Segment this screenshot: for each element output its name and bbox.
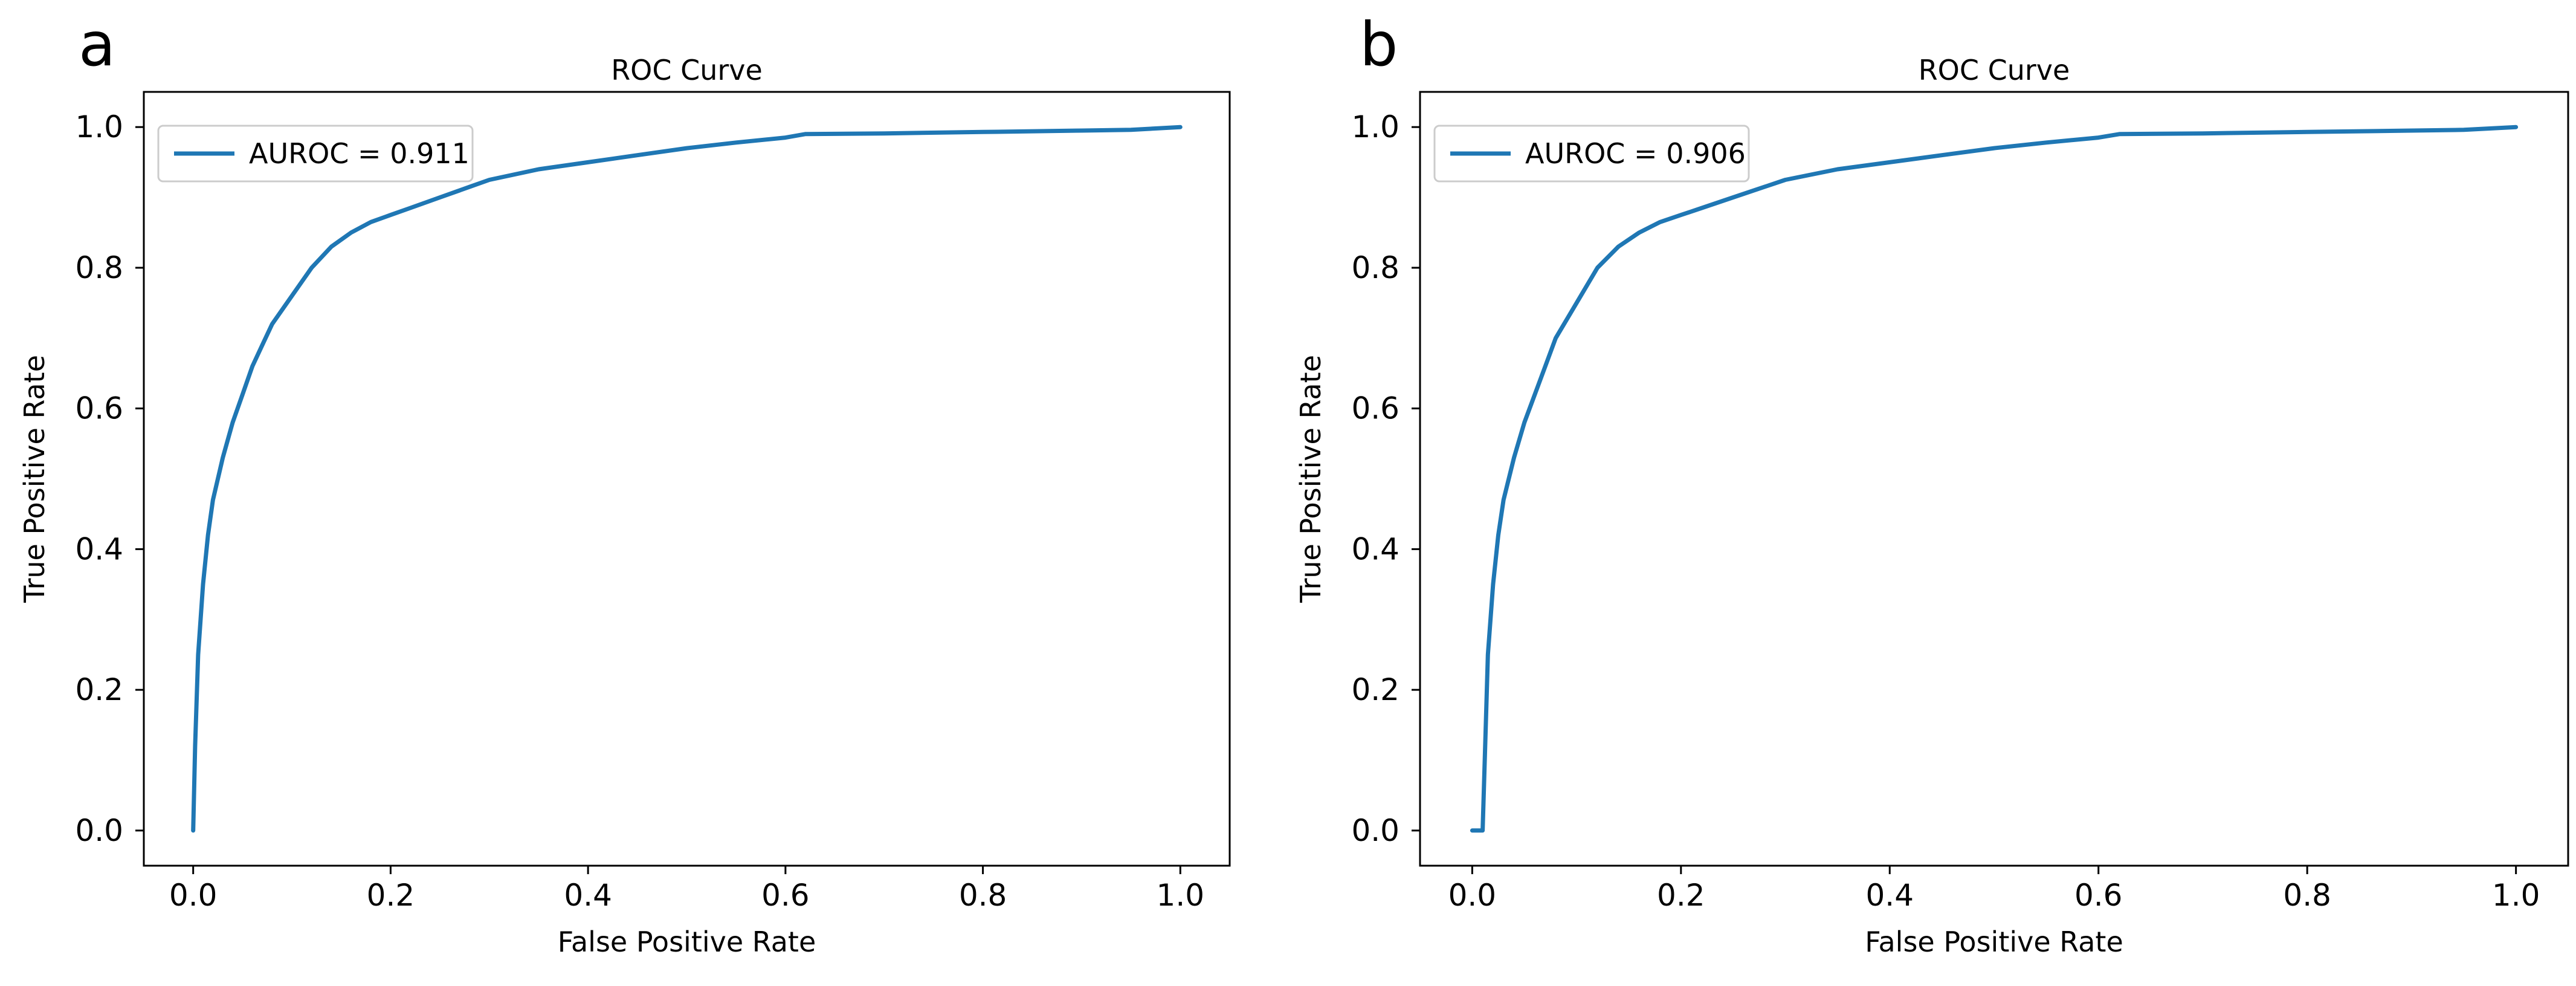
y-tick-label: 0.0: [1351, 813, 1399, 848]
x-axis-label: False Positive Rate: [558, 926, 816, 958]
x-axis-label: False Positive Rate: [1865, 926, 2123, 958]
y-axis-label: True Positive Rate: [1294, 355, 1327, 603]
panel-a: a ROC Curve 0.0 0.2 0.4 0.6 0.8 1.0 0.0 0.2 0.4 0.6…: [18, 9, 1231, 958]
x-tick-label: 1.0: [2492, 878, 2540, 913]
legend-label: AUROC = 0.906: [1525, 137, 1746, 170]
panel-b: b ROC Curve 0.0 0.2 0.4 0.6 0.8 1.0 0.0 0.2 0.4 0.6…: [1294, 9, 2569, 958]
y-tick-label: 0.2: [75, 672, 123, 707]
y-tick-label: 1.0: [75, 109, 123, 144]
x-tick-label: 0.2: [1657, 878, 1705, 913]
x-tick-label: 1.0: [1157, 878, 1205, 913]
roc-curve-line: [191, 125, 1183, 833]
y-tick-label: 1.0: [1351, 109, 1399, 144]
chart-title: ROC Curve: [611, 54, 763, 86]
x-tick-label: 0.6: [761, 878, 810, 913]
x-tick-label: 0.2: [367, 878, 415, 913]
x-tick-label: 0.8: [959, 878, 1007, 913]
y-tick-label: 0.0: [75, 813, 123, 848]
panel-label: b: [1360, 9, 1398, 80]
panel-label: a: [79, 9, 115, 80]
y-axis-label: True Positive Rate: [18, 355, 51, 603]
legend-box: [1433, 125, 1750, 183]
y-tick-label: 0.8: [1351, 250, 1399, 285]
axes-frame: [143, 91, 1231, 867]
x-tick-label: 0.8: [2283, 878, 2331, 913]
x-tick-label: 0.0: [169, 878, 218, 913]
legend-box: [157, 125, 474, 183]
axes-frame: [1419, 91, 2569, 867]
x-tick-label: 0.4: [1866, 878, 1914, 913]
chart-title: ROC Curve: [1919, 54, 2070, 86]
y-tick-label: 0.6: [1351, 391, 1399, 426]
y-tick-label: 0.6: [75, 391, 123, 426]
x-tick-label: 0.0: [1448, 878, 1497, 913]
x-tick-label: 0.6: [2074, 878, 2123, 913]
y-tick-label: 0.2: [1351, 672, 1399, 707]
y-tick-label: 0.4: [1351, 531, 1399, 566]
y-tick-label: 0.4: [75, 531, 123, 566]
y-tick-label: 0.8: [75, 250, 123, 285]
x-tick-label: 0.4: [564, 878, 612, 913]
legend-label: AUROC = 0.911: [249, 137, 470, 170]
roc-curve-line: [1470, 125, 2519, 833]
